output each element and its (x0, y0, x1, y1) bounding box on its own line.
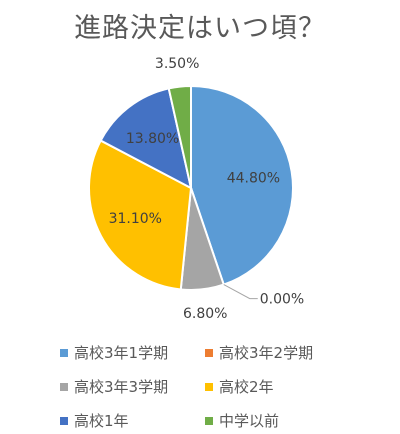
slice-data-label: 13.80% (126, 131, 179, 147)
pie-slice (88, 139, 193, 291)
slice-data-label: 6.80% (183, 306, 227, 322)
pie-slice (99, 87, 193, 190)
slice-data-label: 44.80% (227, 171, 280, 187)
leader-line (223, 284, 258, 300)
chart-title: 進路決定はいつ頃？ (74, 13, 326, 44)
pie-slice (167, 84, 192, 189)
slice-data-label: 3.50% (155, 56, 199, 72)
slice-data-label: 0.00% (260, 292, 304, 308)
pie-slice (190, 84, 294, 286)
slice-data-label: 31.10% (109, 211, 162, 227)
